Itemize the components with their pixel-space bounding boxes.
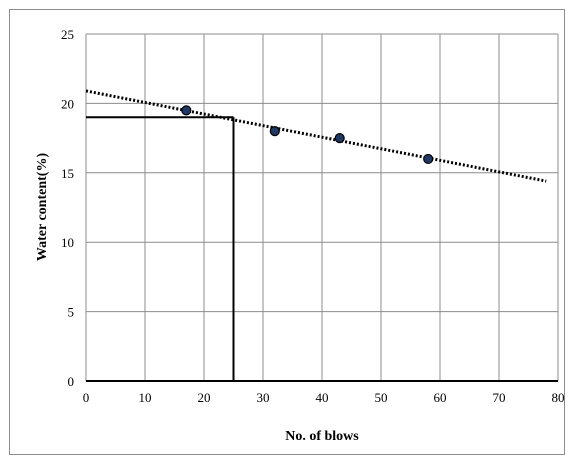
grid [85,33,559,382]
data-point [423,153,434,165]
y-tick-label: 10 [61,235,74,250]
x-tick-label: 40 [316,390,329,405]
x-tick-label: 0 [83,390,90,405]
y-tick-label: 15 [61,166,74,181]
x-tick-label: 50 [375,390,388,405]
data-points [181,105,434,165]
y-tick-label: 25 [61,27,74,42]
data-point [269,126,280,137]
x-tick-label: 60 [434,390,447,405]
reference-lines [86,116,235,381]
data-point [181,105,192,116]
y-tick-label: 5 [68,305,75,320]
x-tick-label: 70 [493,390,506,405]
y-tick-label: 20 [61,96,74,111]
tick-labels: 0 10 20 30 40 50 60 70 80 0 5 10 15 20 25 [61,27,565,405]
trendline [85,89,547,183]
data-point [334,133,345,144]
y-tick-label: 0 [68,374,75,389]
trendline-layer [85,89,547,183]
x-tick-label: 20 [198,390,211,405]
x-tick-label: 80 [552,390,565,405]
x-tick-label: 30 [257,390,270,405]
x-axis-label: No. of blows [285,429,359,444]
y-axis-label: Water content(%) [35,153,50,262]
x-tick-label: 10 [139,390,152,405]
